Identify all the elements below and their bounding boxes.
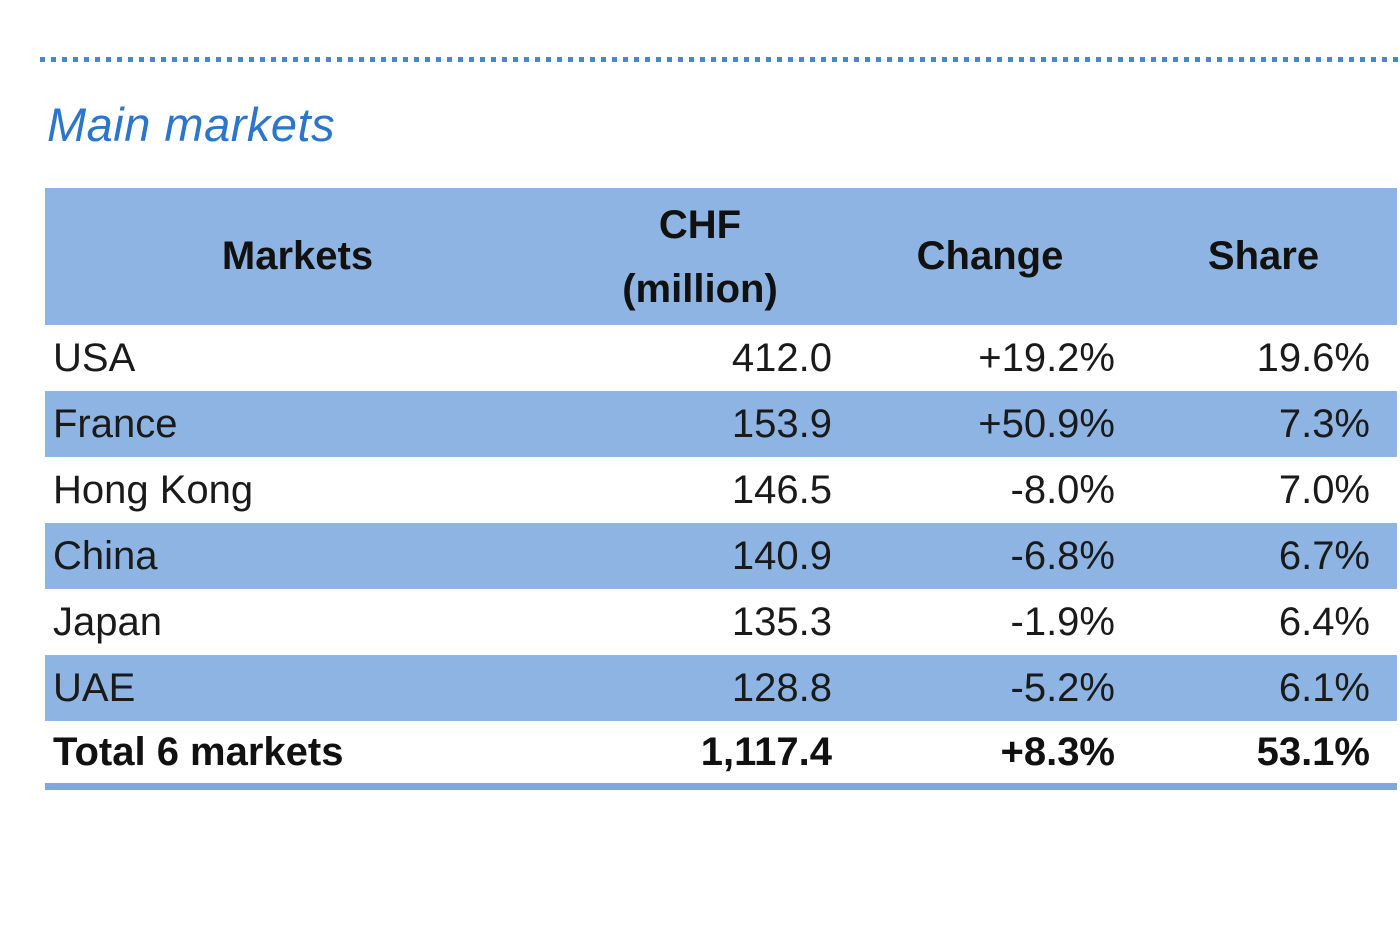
chf-header-line1: CHF bbox=[658, 202, 742, 247]
change-value-cell: +50.9% bbox=[978, 401, 1115, 446]
table-row: USA 412.0 +19.2% 19.6% bbox=[45, 325, 1397, 391]
share-value-cell: 19.6% bbox=[1256, 335, 1370, 380]
change-value-cell: -1.9% bbox=[1010, 599, 1116, 644]
table-row: Japan 135.3 -1.9% 6.4% bbox=[45, 589, 1397, 655]
table-row: Hong Kong 146.5 -8.0% 7.0% bbox=[45, 457, 1397, 523]
chf-value-cell: 153.9 bbox=[731, 401, 832, 446]
market-name-cell: China bbox=[53, 533, 158, 578]
total-chf-cell: 1,117.4 bbox=[700, 730, 832, 774]
chf-value-cell: 140.9 bbox=[731, 533, 832, 578]
market-name-cell: UAE bbox=[53, 665, 136, 710]
page-title: Main markets bbox=[47, 98, 336, 151]
chf-value-cell: 135.3 bbox=[731, 599, 832, 644]
chf-value-cell: 412.0 bbox=[731, 335, 832, 380]
change-value-cell: +19.2% bbox=[978, 335, 1115, 380]
dotted-divider bbox=[40, 57, 1398, 62]
share-value-cell: 7.0% bbox=[1278, 467, 1370, 512]
market-name-cell: Japan bbox=[53, 599, 162, 644]
share-value-cell: 6.1% bbox=[1278, 665, 1370, 710]
table-row: UAE 128.8 -5.2% 6.1% bbox=[45, 655, 1397, 721]
column-header-change: Change bbox=[916, 234, 1064, 278]
table-row: China 140.9 -6.8% 6.7% bbox=[45, 523, 1397, 589]
change-value-cell: -5.2% bbox=[1010, 665, 1116, 710]
bottom-divider bbox=[45, 783, 1397, 790]
chf-value-cell: 128.8 bbox=[731, 665, 832, 710]
chf-value-cell: 146.5 bbox=[731, 467, 832, 512]
market-name-cell: Hong Kong bbox=[53, 467, 254, 512]
total-change-cell: +8.3% bbox=[1000, 730, 1115, 774]
main-markets-table: Markets CHF (million) Change Share USA 4… bbox=[45, 188, 1397, 784]
total-label-cell: Total 6 markets bbox=[53, 730, 344, 774]
share-value-cell: 6.7% bbox=[1278, 533, 1370, 578]
column-header-markets: Markets bbox=[221, 234, 374, 278]
market-name-cell: USA bbox=[53, 335, 136, 380]
chf-header-line2: (million) bbox=[622, 266, 778, 311]
column-header-chf: CHF (million) bbox=[550, 188, 850, 325]
table-header-row: Markets CHF (million) Change Share bbox=[45, 188, 1397, 325]
market-name-cell: France bbox=[53, 401, 178, 446]
change-value-cell: -6.8% bbox=[1010, 533, 1116, 578]
table-row: France 153.9 +50.9% 7.3% bbox=[45, 391, 1397, 457]
share-value-cell: 7.3% bbox=[1278, 401, 1370, 446]
column-header-share: Share bbox=[1207, 234, 1320, 278]
total-share-cell: 53.1% bbox=[1256, 730, 1370, 774]
table-total-row: Total 6 markets 1,117.4 +8.3% 53.1% bbox=[45, 721, 1397, 784]
share-value-cell: 6.4% bbox=[1278, 599, 1370, 644]
change-value-cell: -8.0% bbox=[1010, 467, 1116, 512]
